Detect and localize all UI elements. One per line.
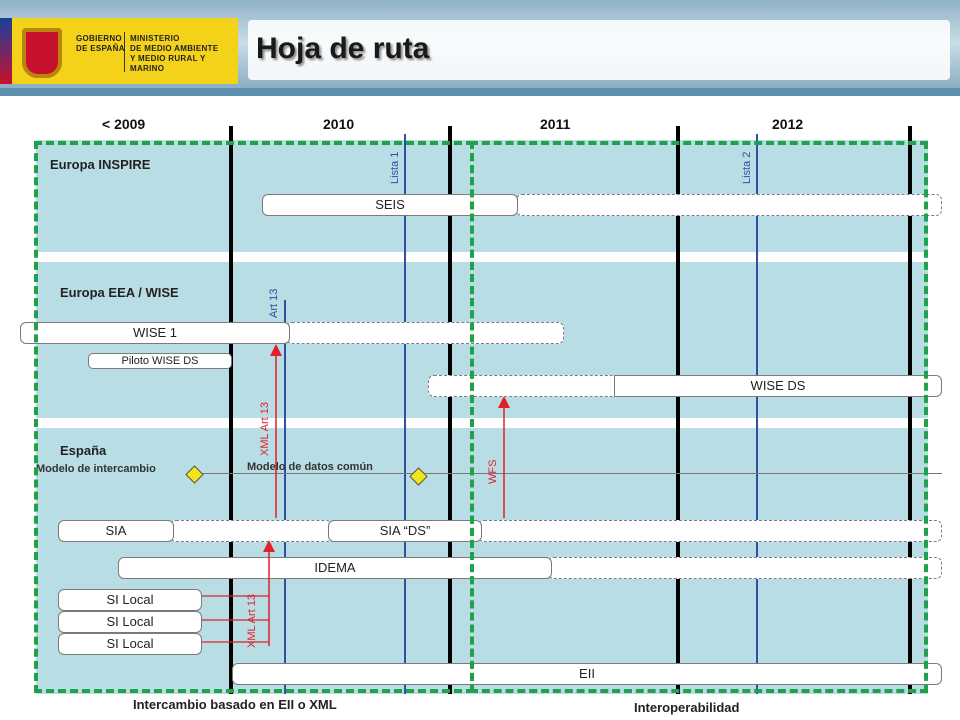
footer-label-interoperabilidad: Interoperabilidad xyxy=(634,700,740,715)
bar-eii: EII xyxy=(232,663,942,685)
logo-text-ministerio: MINISTERIO DE MEDIO AMBIENTE Y MEDIO RUR… xyxy=(130,34,219,73)
milestone-line-lista-1 xyxy=(404,134,406,694)
bar-idema: IDEMA xyxy=(118,557,552,579)
year-label-2010: 2010 xyxy=(323,116,355,132)
logo-text-gobierno: GOBIERNO DE ESPAÑA xyxy=(76,34,125,53)
year-divider-2012 xyxy=(676,126,680,694)
bar-wise-ds: WISE DS xyxy=(614,375,942,397)
row-label-espana: España xyxy=(60,443,107,458)
milestone-line-art13 xyxy=(284,300,286,694)
year-divider-2011 xyxy=(448,126,452,694)
page-title: Hoja de ruta xyxy=(256,32,430,65)
bar-si-local-1: SI Local xyxy=(58,589,202,611)
bar-piloto-wise-ds: Piloto WISE DS xyxy=(88,353,232,369)
year-label-2012: 2012 xyxy=(772,116,804,132)
bar-sia: SIA xyxy=(58,520,174,542)
label-modelo-intercambio: Modelo de intercambio xyxy=(36,463,156,475)
year-label-pre-2009: < 2009 xyxy=(102,116,146,132)
bar-seis: SEIS xyxy=(262,194,518,216)
title-panel xyxy=(248,20,950,80)
logo-separator xyxy=(124,32,125,72)
label-modelo-datos-comun: Modelo de datos común xyxy=(247,461,373,473)
group-box-interoperabilidad xyxy=(470,141,928,693)
row-label-europa-inspire: Europa INSPIRE xyxy=(50,157,151,172)
header-stripe xyxy=(0,88,960,96)
bar-sia-ds: SIA “DS” xyxy=(328,520,482,542)
year-divider-end xyxy=(908,126,912,694)
bar-wise-1: WISE 1 xyxy=(20,322,290,344)
milestone-line-lista-2 xyxy=(756,134,758,694)
year-divider-2010 xyxy=(229,126,233,694)
bar-si-local-2: SI Local xyxy=(58,611,202,633)
eu-flag-icon xyxy=(0,18,12,84)
bar-si-local-3: SI Local xyxy=(58,633,202,655)
timeline-axis-line xyxy=(186,473,942,474)
row-label-europa-eea-wise: Europa EEA / WISE xyxy=(60,285,179,300)
coat-of-arms-icon xyxy=(20,26,64,80)
year-label-2011: 2011 xyxy=(540,116,571,132)
footer-label-intercambio: Intercambio basado en EII o XML xyxy=(133,697,337,712)
group-box-intercambio-eii-xml xyxy=(34,141,474,693)
